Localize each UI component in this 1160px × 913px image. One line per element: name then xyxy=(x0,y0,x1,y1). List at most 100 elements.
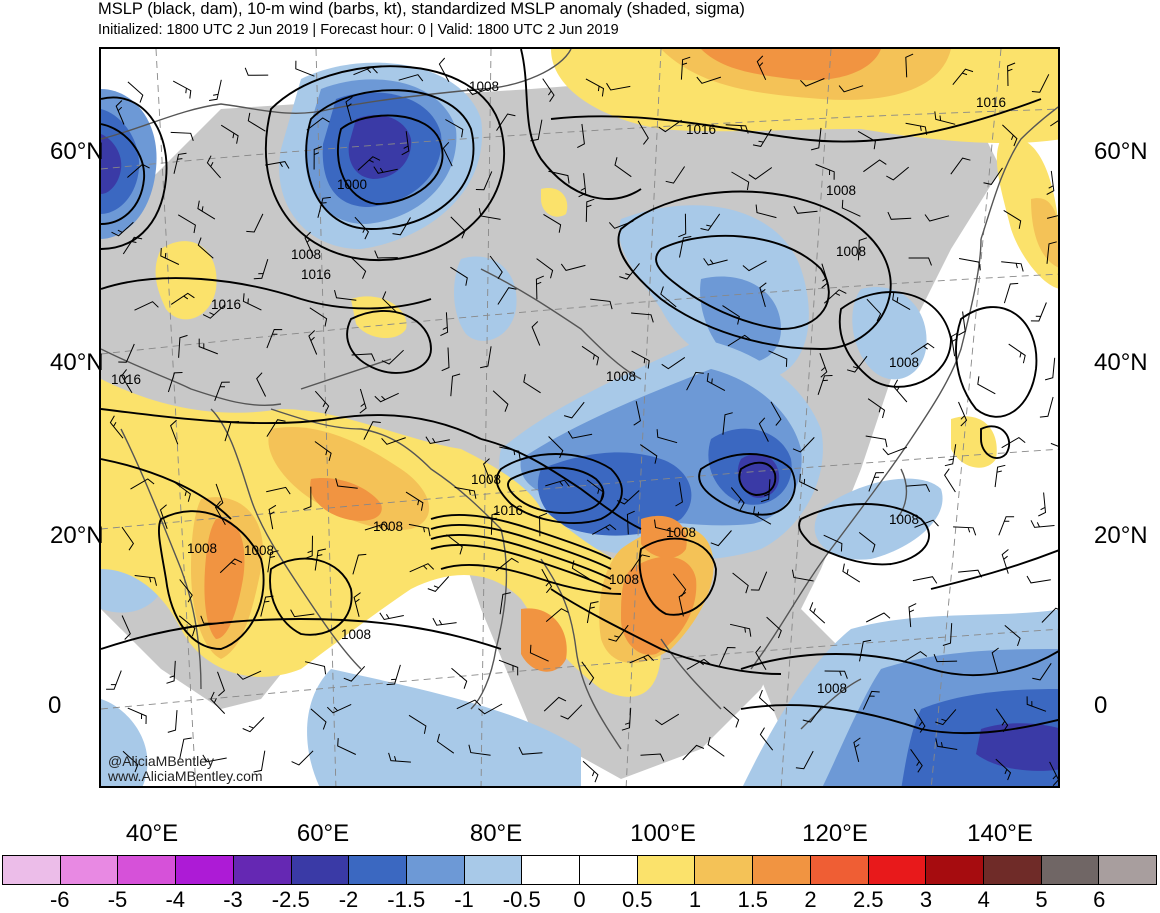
coastlines xyxy=(101,49,1058,750)
wind-barb xyxy=(631,350,650,369)
wind-barb xyxy=(866,298,882,322)
wind-barb xyxy=(752,506,772,525)
isobar-label: 1008 xyxy=(666,525,696,540)
wind-barb xyxy=(290,609,315,618)
wind-barb xyxy=(910,749,923,773)
isobar-label: 1008 xyxy=(826,183,856,198)
wind-barb xyxy=(253,259,269,280)
wind-barb xyxy=(748,167,773,180)
wind-barb xyxy=(536,258,554,279)
wind-barb xyxy=(793,205,818,214)
wind-barb xyxy=(934,111,956,125)
wind-barb xyxy=(314,548,327,571)
isobar-label: 1016 xyxy=(111,372,141,387)
isobar-label: 1016 xyxy=(493,503,523,518)
wind-barb xyxy=(440,312,449,337)
wind-barb xyxy=(499,592,511,615)
wind-barb xyxy=(159,504,168,529)
wind-barb xyxy=(1032,663,1052,681)
wind-barb xyxy=(760,479,771,503)
wind-barb xyxy=(577,123,585,149)
colorbar-label: -2 xyxy=(338,887,359,912)
wind-barb xyxy=(499,446,521,460)
wind-barbs xyxy=(106,53,1058,786)
wind-barb xyxy=(725,124,749,134)
wind-barb xyxy=(303,486,312,510)
colorbar-swatch xyxy=(176,856,234,884)
wind-barb xyxy=(935,738,958,750)
wind-barb xyxy=(680,56,691,80)
wind-barb xyxy=(1002,124,1018,147)
wind-barb xyxy=(815,163,835,180)
wind-barb xyxy=(755,645,767,671)
lon-label: 80°E xyxy=(469,820,523,847)
wind-barb xyxy=(633,401,641,426)
wind-barb xyxy=(130,478,155,490)
wind-barb xyxy=(382,291,398,314)
wind-barb xyxy=(381,437,406,445)
isobar-label: 1008 xyxy=(341,627,371,642)
wind-barb xyxy=(675,482,683,507)
wind-barb xyxy=(742,260,767,272)
colorbar-swatch xyxy=(118,856,177,884)
wind-barb xyxy=(134,575,157,586)
wind-barb xyxy=(905,53,914,78)
wind-barb xyxy=(489,255,503,280)
lat-label-right: 20°N xyxy=(1094,522,1148,549)
isobar-label: 1008 xyxy=(836,244,866,259)
wind-barb xyxy=(723,706,740,728)
wind-barb xyxy=(450,373,461,397)
colorbar-label: -1.5 xyxy=(387,887,426,912)
map-subtitle: Initialized: 1800 UTC 2 Jun 2019 | Forec… xyxy=(98,22,619,38)
wind-barb xyxy=(619,263,640,280)
wind-barb xyxy=(483,458,492,483)
wind-barb xyxy=(658,119,682,133)
wind-barb xyxy=(256,372,267,397)
wind-barb xyxy=(913,708,926,733)
wind-barb xyxy=(543,696,567,712)
wind-barb xyxy=(750,571,768,591)
colorbar-swatch xyxy=(349,856,407,884)
wind-barb xyxy=(1049,761,1058,786)
colorbar-swatch xyxy=(291,856,350,884)
wind-barb xyxy=(824,670,848,679)
wind-barb xyxy=(578,173,587,198)
wind-barb xyxy=(626,510,635,535)
colorbar-label: 5 xyxy=(1035,887,1048,912)
wind-barb xyxy=(490,511,500,535)
colorbar-label: 3 xyxy=(919,887,933,912)
wind-barb xyxy=(759,727,774,751)
wind-barb xyxy=(345,96,353,122)
wind-barb xyxy=(309,307,328,327)
isobar-label: 1008 xyxy=(244,543,274,558)
wind-barb xyxy=(379,612,404,621)
wind-barb xyxy=(134,301,159,311)
wind-barb xyxy=(118,343,135,363)
wind-barb xyxy=(167,710,178,733)
wind-barb xyxy=(442,141,453,167)
credit-site: www.AliciaMBentley.com xyxy=(108,768,263,784)
wind-barb xyxy=(995,708,1009,733)
wind-barb xyxy=(893,379,908,403)
wind-barb xyxy=(357,156,381,171)
wind-barb xyxy=(127,163,150,178)
wind-barb xyxy=(755,204,777,219)
wind-barb xyxy=(247,112,266,132)
wind-barb xyxy=(246,213,264,233)
wind-barb xyxy=(908,603,917,628)
isobar-label: 1008 xyxy=(889,355,919,370)
wind-barb xyxy=(127,81,144,103)
wind-barb xyxy=(266,486,291,495)
wind-barb xyxy=(952,68,974,86)
wind-barb xyxy=(111,221,134,237)
wind-barb xyxy=(291,750,314,766)
wind-barb xyxy=(174,481,191,502)
wind-barb xyxy=(202,304,226,319)
lon-label: 140°E xyxy=(967,820,1033,847)
wind-barb xyxy=(950,332,959,357)
wind-barb xyxy=(310,708,327,730)
lon-label: 60°E xyxy=(296,820,350,847)
wind-barb xyxy=(109,415,124,439)
wind-barb xyxy=(495,557,519,572)
isobar-label: 1016 xyxy=(976,95,1006,110)
